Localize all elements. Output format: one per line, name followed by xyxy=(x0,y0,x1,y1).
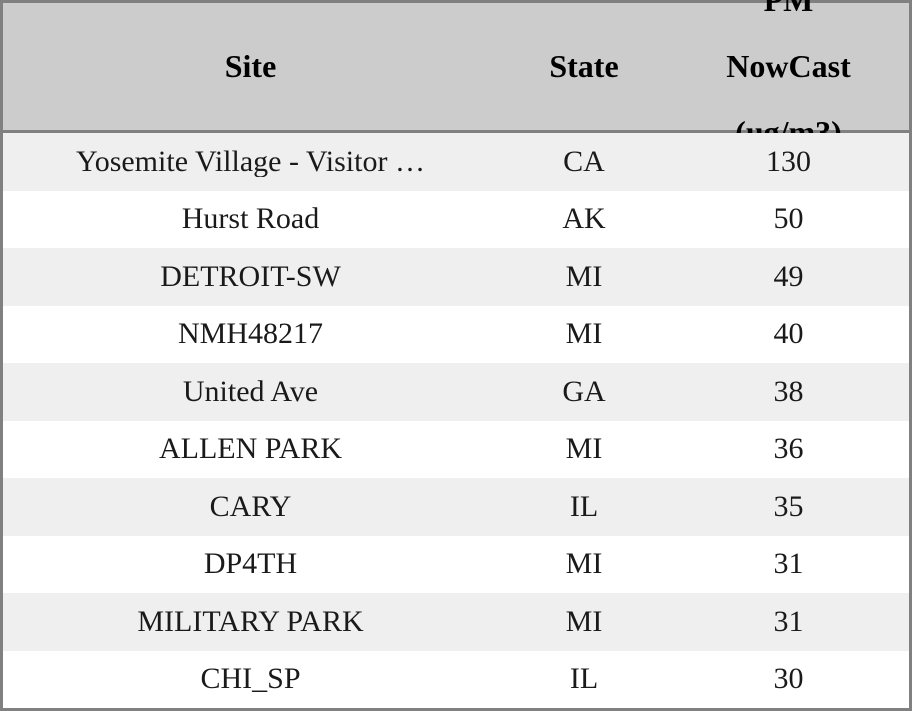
table-row[interactable]: Hurst Road AK 50 xyxy=(3,190,909,248)
cell-site: DETROIT-SW xyxy=(160,261,341,292)
cell-site: Yosemite Village - Visitor … xyxy=(76,146,425,177)
column-header-state-label: State xyxy=(549,48,619,85)
pm-label-line-2: NowCast xyxy=(726,48,851,85)
table-row[interactable]: United Ave GA 38 xyxy=(3,363,909,421)
column-header-site[interactable]: Site xyxy=(3,3,500,130)
cell-state: MI xyxy=(565,606,603,637)
cell-state: MI xyxy=(565,549,603,580)
cell-state: GA xyxy=(562,376,606,407)
cell-site: DP4TH xyxy=(203,549,298,580)
cell-pm: 31 xyxy=(773,549,804,580)
table-header-row: Site State PM NowCast (ug/m3) xyxy=(3,0,909,148)
cell-pm: 40 xyxy=(773,319,804,350)
column-header-pm-nowcast-label: PM NowCast (ug/m3) xyxy=(668,0,909,149)
table-body: Yosemite Village - Visitor … CA 130 Hurs… xyxy=(3,133,909,708)
cell-pm: 36 xyxy=(773,434,804,465)
cell-site: Hurst Road xyxy=(181,204,320,235)
table-row[interactable]: MILITARY PARK MI 31 xyxy=(3,593,909,651)
cell-state: MI xyxy=(565,261,603,292)
table-row[interactable]: DP4TH MI 31 xyxy=(3,535,909,593)
cell-pm: 35 xyxy=(773,491,804,522)
table-row[interactable]: CHI_SP IL 30 xyxy=(3,650,909,708)
cell-state: CA xyxy=(563,146,605,177)
table-row[interactable]: DETROIT-SW MI 49 xyxy=(3,248,909,306)
column-header-site-label: Site xyxy=(224,48,277,85)
cell-state: IL xyxy=(569,491,599,522)
cell-pm: 50 xyxy=(773,204,804,235)
cell-site: CHI_SP xyxy=(200,664,301,695)
column-header-state[interactable]: State xyxy=(500,3,668,130)
cell-site: ALLEN PARK xyxy=(158,434,343,465)
cell-site: MILITARY PARK xyxy=(137,606,364,637)
cell-state: MI xyxy=(565,319,603,350)
cell-site: CARY xyxy=(209,491,292,522)
cell-pm: 130 xyxy=(766,146,811,177)
cell-pm: 38 xyxy=(773,376,804,407)
cell-state: MI xyxy=(565,434,603,465)
table-row[interactable]: NMH48217 MI 40 xyxy=(3,305,909,363)
cell-state: IL xyxy=(569,664,599,695)
cell-site: NMH48217 xyxy=(177,319,323,350)
cell-pm: 31 xyxy=(773,606,804,637)
cell-pm: 49 xyxy=(773,261,804,292)
pm-label-line-1: PM xyxy=(763,0,814,19)
column-header-pm-nowcast[interactable]: PM NowCast (ug/m3) xyxy=(668,0,909,148)
cell-state: AK xyxy=(562,204,606,235)
table-row[interactable]: ALLEN PARK MI 36 xyxy=(3,420,909,478)
cell-site: United Ave xyxy=(182,376,319,407)
table-row[interactable]: Yosemite Village - Visitor … CA 130 xyxy=(3,133,909,191)
table-row[interactable]: CARY IL 35 xyxy=(3,478,909,536)
cell-pm: 30 xyxy=(773,664,804,695)
